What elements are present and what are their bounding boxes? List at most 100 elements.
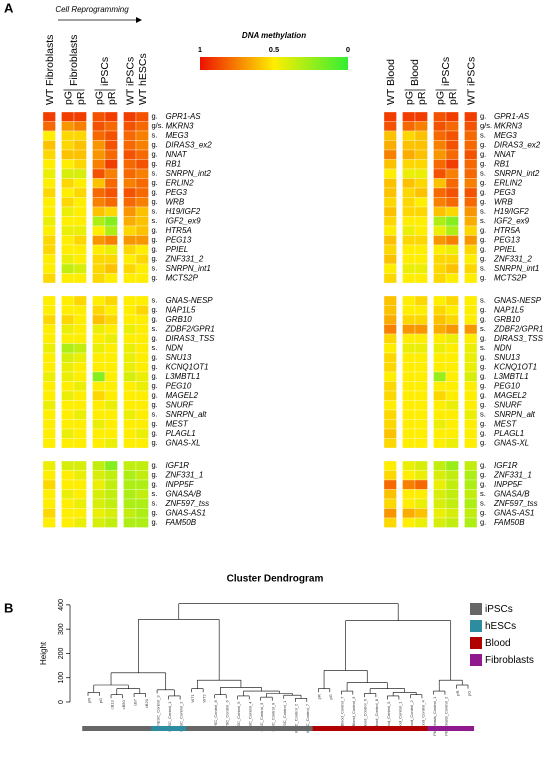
heatmap-cell (135, 121, 149, 132)
heatmap-cell (464, 111, 478, 122)
heatmap-cell (104, 428, 118, 439)
heatmap-cell (402, 428, 416, 439)
heatmap-cell (104, 263, 118, 274)
heatmap-cell (135, 235, 149, 246)
heatmap-cell (433, 419, 447, 430)
row-label: GNAS-AS1 (166, 508, 206, 517)
row-label: HTR5A (166, 226, 192, 235)
heatmap-cell (383, 409, 397, 420)
heatmap-cell (433, 324, 447, 335)
heatmap-cell (464, 428, 478, 439)
heatmap-cell (123, 470, 137, 481)
group-bar (289, 726, 302, 731)
heatmap-cell (42, 409, 56, 420)
heatmap-cell (123, 159, 137, 170)
heatmap-cell (135, 324, 149, 335)
heatmap-cell (414, 187, 428, 198)
row-label: GPR1-AS (166, 112, 202, 121)
heatmap-cell (383, 140, 397, 151)
leaf-label: Blood_Control_5 (386, 701, 391, 732)
heatmap-cell (445, 235, 459, 246)
heatmap-cell (104, 149, 118, 160)
heatmap-cell (135, 460, 149, 471)
group-bar (82, 726, 95, 731)
heatmap-cell (433, 178, 447, 189)
heatmap-cell (445, 305, 459, 316)
heatmap-cell (445, 352, 459, 363)
heatmap-cell (73, 168, 87, 179)
heatmap-cell (402, 362, 416, 373)
column-group-label: Fibroblasts (68, 35, 80, 86)
column-label: pG (435, 91, 447, 105)
row-prefix: s. (480, 489, 486, 498)
heatmap-cell (135, 187, 149, 198)
row-label: NDN (494, 343, 512, 352)
row-label: PEG3 (166, 188, 188, 197)
heatmap-cell (61, 314, 75, 325)
heatmap-cell (414, 140, 428, 151)
heatmap-cell (135, 381, 149, 392)
heatmap-cell (92, 273, 106, 284)
heatmap-cell (414, 362, 428, 373)
column-label: WT iPSCs (466, 57, 478, 105)
heatmap-cell (61, 254, 75, 265)
heatmap-cell (414, 121, 428, 132)
row-label: GNAS-XL (494, 438, 529, 447)
y-tick-label: 100 (58, 672, 65, 684)
heatmap-cell (445, 479, 459, 490)
heatmap-cell (464, 235, 478, 246)
heatmap-cell (464, 197, 478, 208)
row-prefix: g. (480, 150, 486, 159)
heatmap-cell (104, 438, 118, 449)
heatmap-cell (92, 263, 106, 274)
heatmap-cell (414, 333, 428, 344)
heatmap-cell (414, 111, 428, 122)
row-label: DIRAS3_TSS (166, 334, 216, 343)
group-bar (324, 726, 336, 731)
group-bar (335, 726, 348, 731)
heatmap-cell (464, 470, 478, 481)
heatmap-cell (92, 390, 106, 401)
heatmap-cell (123, 333, 137, 344)
heatmap-cell (73, 362, 87, 373)
y-tick-label: 300 (58, 623, 65, 635)
row-label: PEG10 (166, 381, 192, 390)
group-bar (427, 726, 440, 731)
heatmap-cell (61, 479, 75, 490)
leaf-label: iPSC_Control_1 (282, 700, 287, 729)
heatmap-cell (433, 400, 447, 411)
row-label: MCTS2P (166, 273, 199, 282)
heatmap-cell (433, 362, 447, 373)
heatmap-cell (445, 371, 459, 382)
heatmap-cell (383, 352, 397, 363)
row-prefix: g. (152, 305, 158, 314)
heatmap-cell (42, 305, 56, 316)
heatmap-cell (135, 362, 149, 373)
heatmap-cell (123, 187, 137, 198)
row-prefix: g. (480, 353, 486, 362)
group-bar (128, 726, 141, 731)
heatmap-cell (445, 111, 459, 122)
heatmap-cell (135, 333, 149, 344)
row-prefix: g. (152, 353, 158, 362)
row-label: ZNF331_2 (493, 254, 532, 263)
row-prefix: g. (480, 159, 486, 168)
heatmap-cell (123, 244, 137, 255)
heatmap-cell (42, 381, 56, 392)
row-label: ZNF331_1 (165, 470, 204, 479)
heatmap-cell (61, 498, 75, 509)
heatmap-cell (445, 489, 459, 500)
heatmap-cell (61, 187, 75, 198)
heatmap-cell (464, 419, 478, 430)
heatmap-cell (123, 438, 137, 449)
heatmap-cell (464, 187, 478, 198)
row-prefix: g. (480, 362, 486, 371)
column-label: pR (106, 91, 118, 105)
group-bar (197, 726, 210, 731)
heatmap-cell (61, 489, 75, 500)
heatmap-cell (414, 254, 428, 265)
heatmap-cell (73, 216, 87, 227)
heatmap-cell (61, 295, 75, 306)
colorbar-tick-label: 0.5 (269, 45, 279, 54)
heatmap-cell (445, 159, 459, 170)
